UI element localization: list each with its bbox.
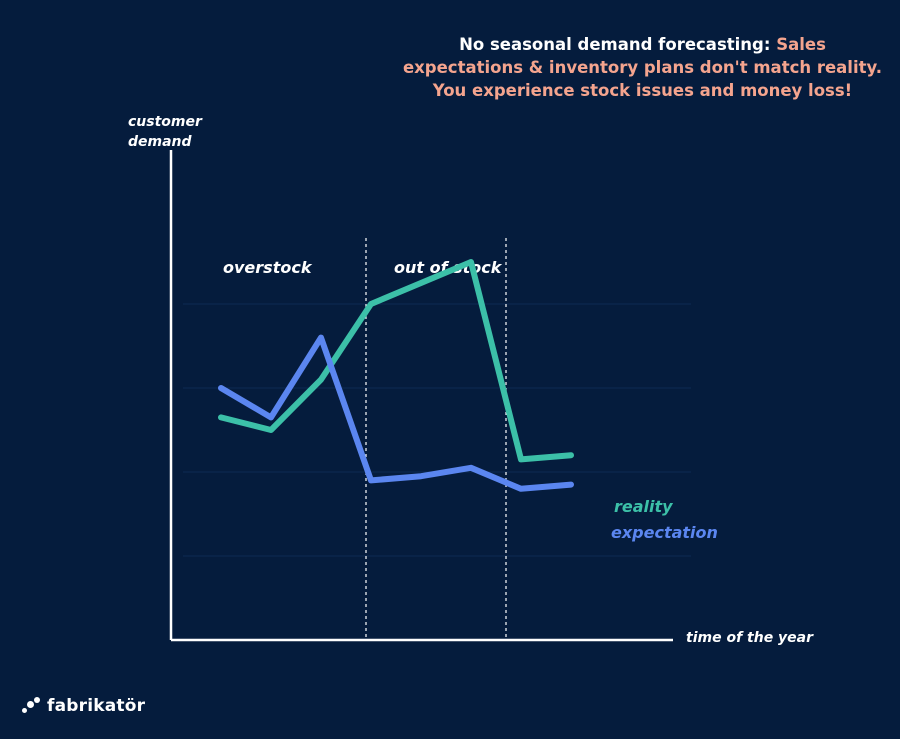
region-label-overstock: overstock — [223, 258, 312, 277]
headline-lead: No seasonal demand forecasting: — [459, 35, 777, 54]
x-axis-label: time of the year — [686, 630, 814, 646]
y-axis-label: customer demand — [128, 114, 202, 150]
series-label-expectation: expectation — [611, 523, 718, 542]
headline: No seasonal demand forecasting: Sales ex… — [400, 33, 885, 102]
brand-logo: fabrikatör — [22, 694, 145, 718]
brand-name: fabrikatör — [47, 696, 146, 716]
series-label-reality: reality — [614, 497, 673, 516]
dots-logo-icon — [22, 697, 40, 715]
headline-accent: Sales expectations & inventory plans don… — [402, 35, 883, 100]
series-line-expectation — [218, 334, 574, 492]
series-line-reality — [218, 259, 574, 463]
